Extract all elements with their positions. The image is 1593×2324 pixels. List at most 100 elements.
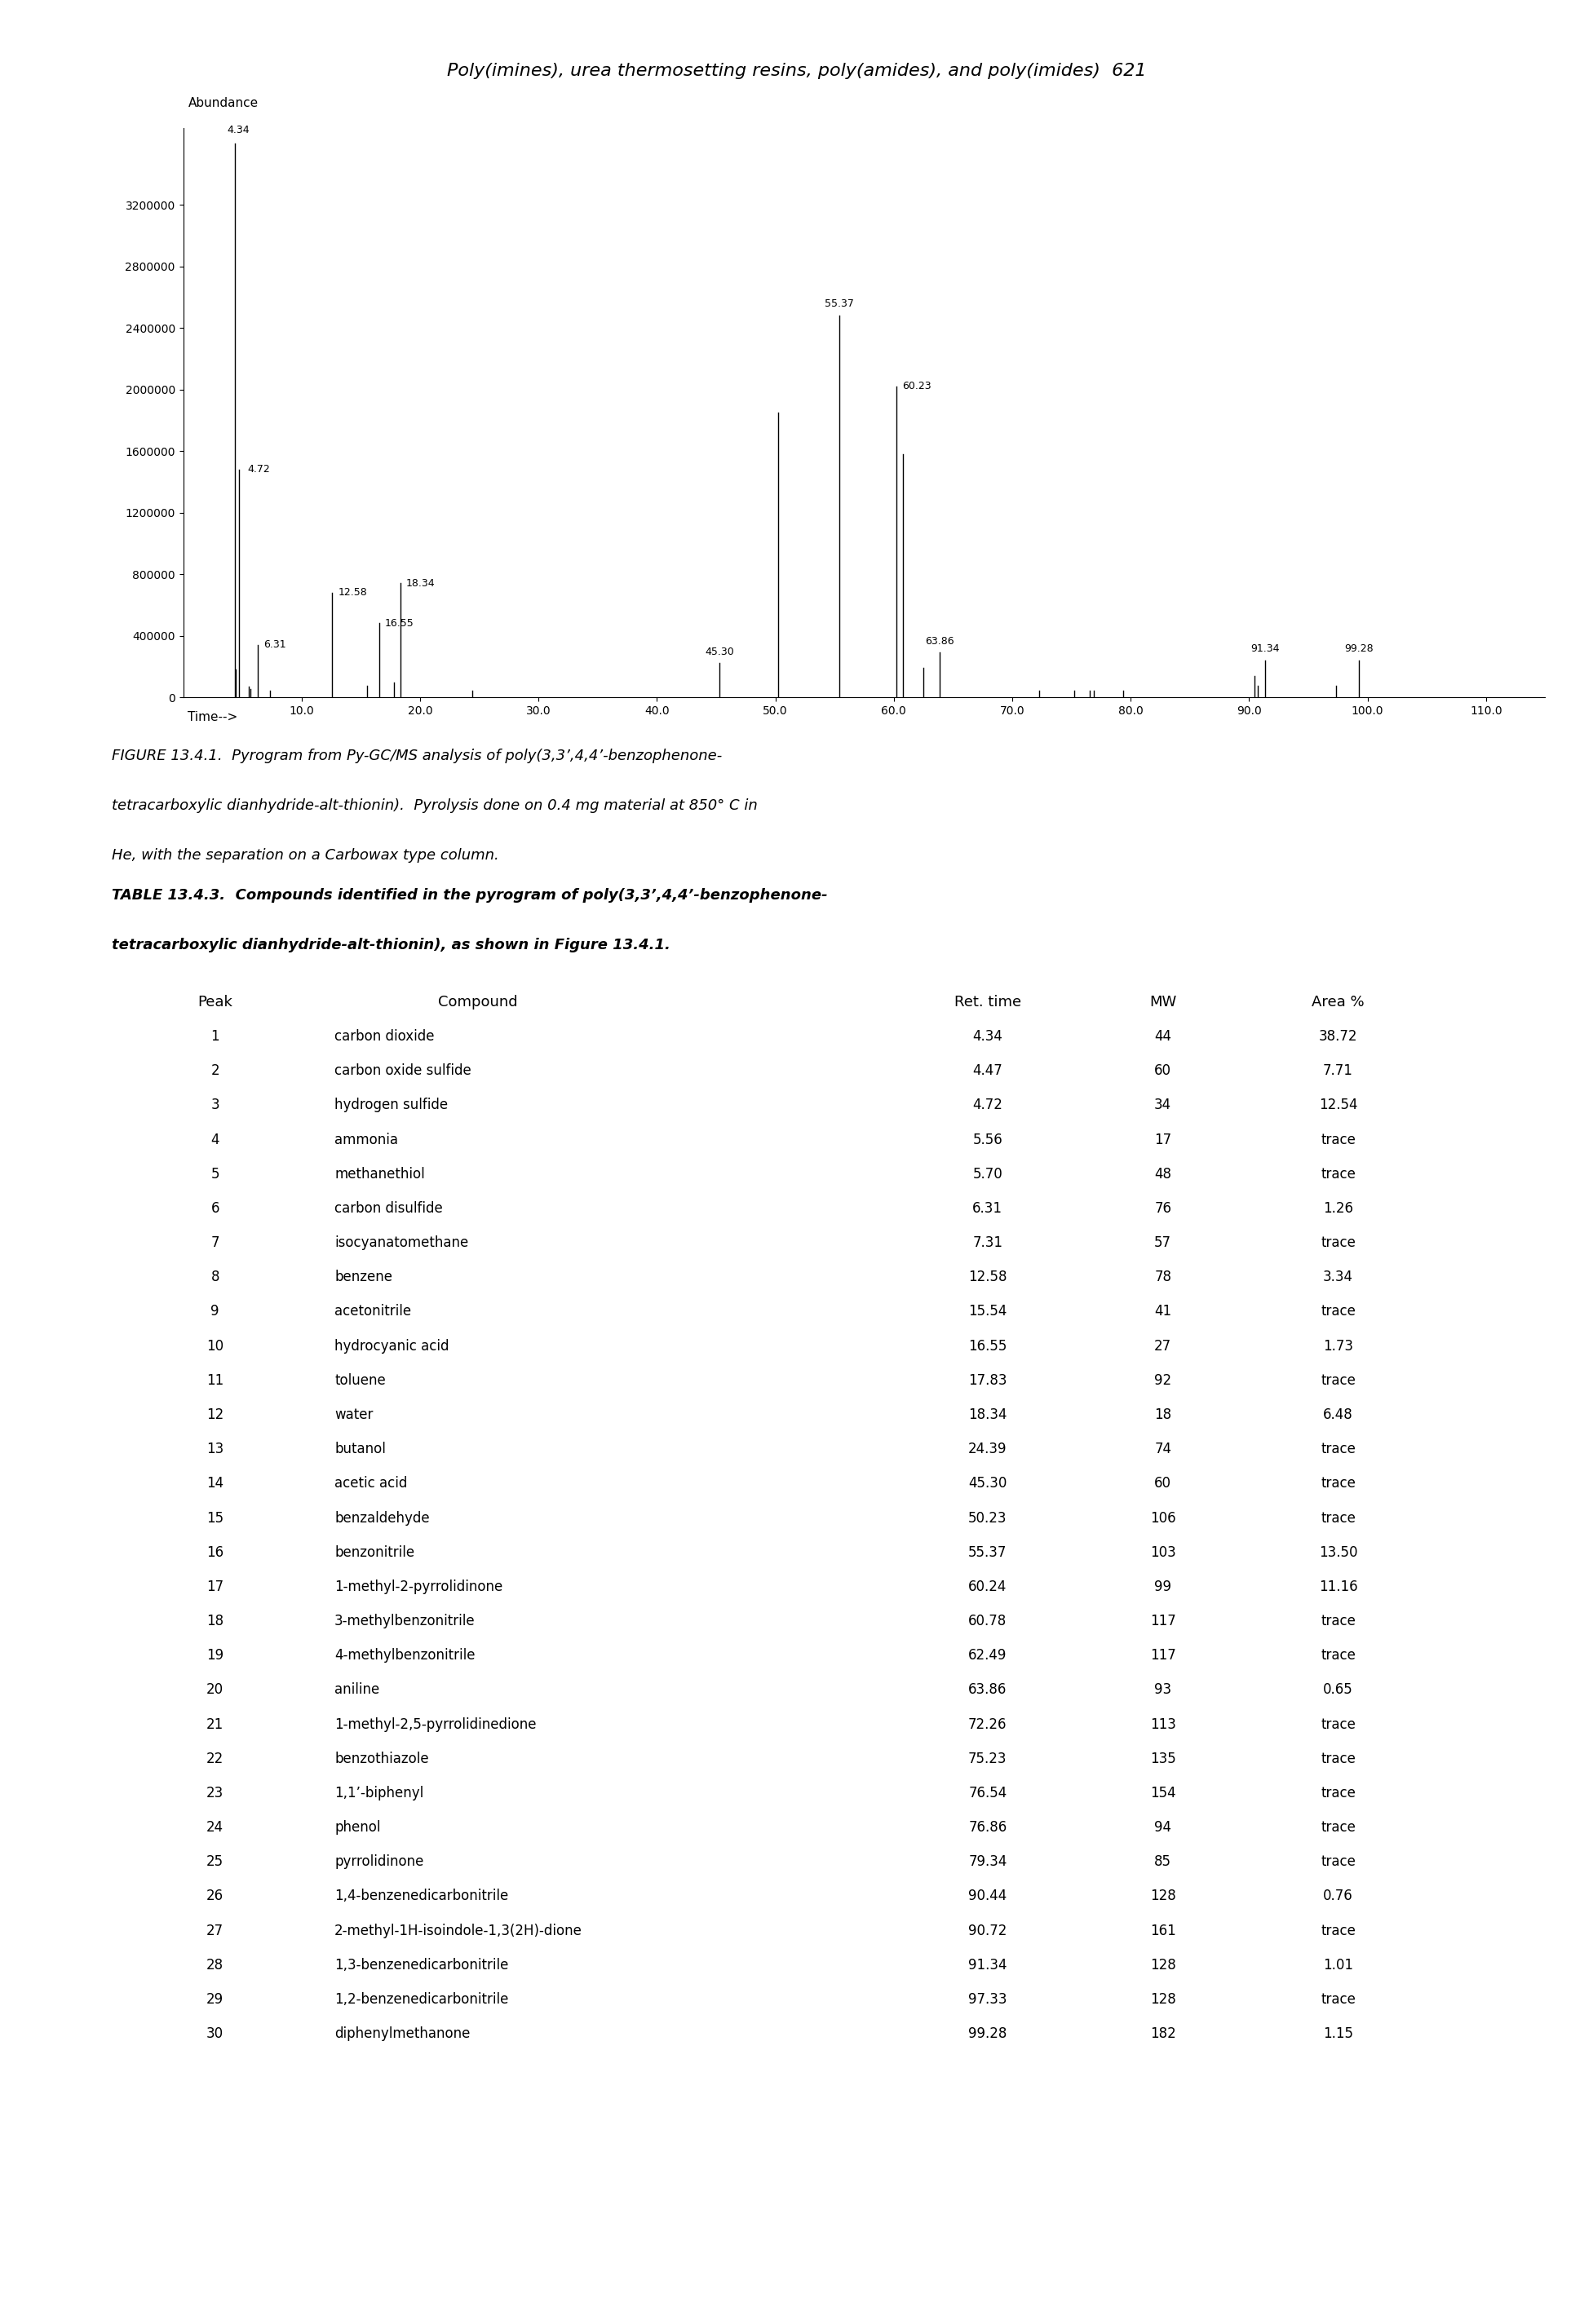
Text: 13.50: 13.50 [1319,1545,1357,1559]
Text: 75.23: 75.23 [969,1752,1007,1766]
Text: 99.28: 99.28 [1344,644,1373,653]
Text: 117: 117 [1150,1648,1176,1664]
Text: 55.37: 55.37 [969,1545,1007,1559]
Text: 1,3-benzenedicarbonitrile: 1,3-benzenedicarbonitrile [335,1957,508,1973]
Text: 90.44: 90.44 [969,1889,1007,1903]
Text: 11: 11 [207,1373,223,1387]
Text: 91.34: 91.34 [1251,644,1279,653]
Text: Peak: Peak [198,995,233,1009]
Text: trace: trace [1321,1441,1356,1457]
Text: 8: 8 [210,1269,220,1285]
Text: 15: 15 [207,1511,223,1525]
Text: 62.49: 62.49 [969,1648,1007,1664]
Text: 30: 30 [207,2027,223,2040]
Text: 76.86: 76.86 [969,1820,1007,1836]
Text: trace: trace [1321,1752,1356,1766]
Text: 161: 161 [1150,1924,1176,1938]
Text: 3: 3 [210,1097,220,1113]
Text: 17.83: 17.83 [969,1373,1007,1387]
Text: 14: 14 [207,1476,223,1492]
Text: MW: MW [1149,995,1177,1009]
Text: 21: 21 [207,1717,223,1731]
Text: 10: 10 [207,1339,223,1353]
Text: 113: 113 [1150,1717,1176,1731]
Text: benzothiazole: benzothiazole [335,1752,429,1766]
Text: 50.23: 50.23 [969,1511,1007,1525]
Text: Ret. time: Ret. time [954,995,1021,1009]
Text: butanol: butanol [335,1441,386,1457]
Text: 22: 22 [207,1752,223,1766]
Text: isocyanatomethane: isocyanatomethane [335,1236,468,1250]
Text: trace: trace [1321,1717,1356,1731]
Text: trace: trace [1321,1236,1356,1250]
Text: 18: 18 [207,1613,223,1629]
Text: tetracarboxylic dianhydride-alt-thionin), as shown in Figure 13.4.1.: tetracarboxylic dianhydride-alt-thionin)… [112,937,671,953]
Text: carbon disulfide: carbon disulfide [335,1202,443,1215]
Text: carbon dioxide: carbon dioxide [335,1030,435,1043]
Text: 99: 99 [1155,1580,1171,1594]
Text: 85: 85 [1155,1855,1171,1868]
Text: 76: 76 [1155,1202,1171,1215]
Text: 4.34: 4.34 [973,1030,1002,1043]
Text: 41: 41 [1155,1304,1171,1320]
Text: 5.56: 5.56 [973,1132,1002,1148]
Text: 117: 117 [1150,1613,1176,1629]
Text: 76.54: 76.54 [969,1785,1007,1801]
Text: trace: trace [1321,1476,1356,1492]
Text: trace: trace [1321,1924,1356,1938]
Text: Time-->: Time--> [188,711,237,723]
Text: 1,4-benzenedicarbonitrile: 1,4-benzenedicarbonitrile [335,1889,508,1903]
Text: 25: 25 [207,1855,223,1868]
Text: 27: 27 [207,1924,223,1938]
Text: 60.78: 60.78 [969,1613,1007,1629]
Text: 4: 4 [210,1132,220,1148]
Text: 72.26: 72.26 [969,1717,1007,1731]
Text: 128: 128 [1150,1992,1176,2008]
Text: 92: 92 [1155,1373,1171,1387]
Text: 6.31: 6.31 [973,1202,1002,1215]
Text: 97.33: 97.33 [969,1992,1007,2008]
Text: Abundance: Abundance [188,98,258,109]
Text: 16.55: 16.55 [386,618,414,627]
Text: hydrogen sulfide: hydrogen sulfide [335,1097,448,1113]
Text: trace: trace [1321,1613,1356,1629]
Text: 106: 106 [1150,1511,1176,1525]
Text: acetonitrile: acetonitrile [335,1304,411,1320]
Text: 38.72: 38.72 [1319,1030,1357,1043]
Text: trace: trace [1321,1304,1356,1320]
Text: diphenylmethanone: diphenylmethanone [335,2027,470,2040]
Text: 23: 23 [207,1785,223,1801]
Text: 1: 1 [210,1030,220,1043]
Text: 63.86: 63.86 [926,637,954,646]
Text: 9: 9 [210,1304,220,1320]
Text: 20: 20 [207,1683,223,1697]
Text: 12.54: 12.54 [1319,1097,1357,1113]
Text: 1.15: 1.15 [1324,2027,1352,2040]
Text: 34: 34 [1155,1097,1171,1113]
Text: 57: 57 [1155,1236,1171,1250]
Text: 12: 12 [207,1408,223,1422]
Text: trace: trace [1321,1992,1356,2008]
Text: trace: trace [1321,1511,1356,1525]
Text: 90.72: 90.72 [969,1924,1007,1938]
Text: 182: 182 [1150,2027,1176,2040]
Text: trace: trace [1321,1167,1356,1181]
Text: Poly(imines), urea thermosetting resins, poly(amides), and poly(imides)  621: Poly(imines), urea thermosetting resins,… [446,63,1147,79]
Text: carbon oxide sulfide: carbon oxide sulfide [335,1064,472,1078]
Text: 5: 5 [210,1167,220,1181]
Text: trace: trace [1321,1785,1356,1801]
Text: 0.76: 0.76 [1324,1889,1352,1903]
Text: 93: 93 [1155,1683,1171,1697]
Text: 78: 78 [1155,1269,1171,1285]
Text: 154: 154 [1150,1785,1176,1801]
Text: 48: 48 [1155,1167,1171,1181]
Text: 4-methylbenzonitrile: 4-methylbenzonitrile [335,1648,475,1664]
Text: acetic acid: acetic acid [335,1476,408,1492]
Text: 60.24: 60.24 [969,1580,1007,1594]
Text: 16.55: 16.55 [969,1339,1007,1353]
Text: 17: 17 [207,1580,223,1594]
Text: benzene: benzene [335,1269,392,1285]
Text: hydrocyanic acid: hydrocyanic acid [335,1339,449,1353]
Text: 24.39: 24.39 [969,1441,1007,1457]
Text: tetracarboxylic dianhydride-alt-thionin).  Pyrolysis done on 0.4 mg material at : tetracarboxylic dianhydride-alt-thionin)… [112,797,757,813]
